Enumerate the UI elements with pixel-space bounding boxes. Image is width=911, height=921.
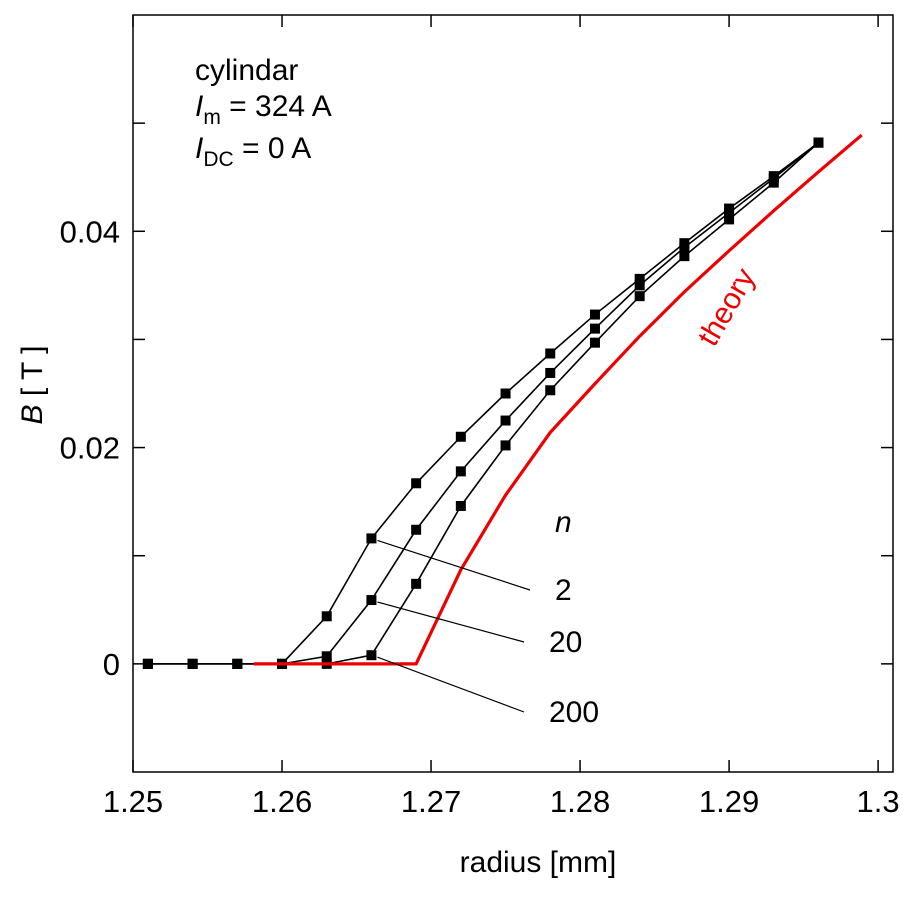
annotation-var: I [195, 132, 203, 165]
annotation: IDC = 0 A [195, 132, 311, 171]
x-tick-label: 1.3 [857, 784, 900, 819]
marker [411, 578, 422, 589]
series-line [147, 141, 819, 665]
y-tick-label: 0.04 [60, 214, 120, 249]
annotation-var: I [195, 90, 203, 123]
annotation: cylindar [195, 54, 298, 87]
x-tick-label: 1.25 [103, 784, 163, 819]
series-label: 200 [549, 696, 599, 729]
marker [366, 595, 377, 606]
marker [589, 337, 600, 348]
marker [366, 650, 377, 661]
annotation-sub: DC [203, 148, 233, 171]
y-axis-title: B [ T ] [16, 346, 49, 425]
marker [589, 309, 600, 320]
y-tick-label: 0 [103, 647, 120, 682]
marker [679, 251, 690, 262]
marker [768, 177, 779, 188]
marker [321, 651, 332, 662]
marker [232, 658, 243, 669]
x-tick-label: 1.26 [252, 784, 312, 819]
x-axis-title: radius [mm] [460, 846, 617, 879]
marker [500, 415, 511, 426]
marker [679, 242, 690, 253]
marker [634, 291, 645, 302]
y-axis-unit: [ T ] [16, 346, 49, 405]
series-header: n [555, 506, 572, 539]
marker [545, 367, 556, 378]
marker [411, 524, 422, 535]
series-line [253, 133, 863, 666]
series-label: 2 [555, 574, 572, 607]
marker [545, 385, 556, 396]
annotation: Im = 324 A [195, 90, 332, 129]
marker [455, 466, 466, 477]
y-axis-var: B [16, 404, 49, 424]
marker [187, 658, 198, 669]
series-label: 20 [549, 626, 582, 659]
marker [455, 431, 466, 442]
marker [500, 440, 511, 451]
plot-frame [132, 14, 894, 773]
y-tick-label: 0.02 [60, 431, 120, 466]
x-tick-label: 1.27 [401, 784, 461, 819]
marker [724, 214, 735, 225]
marker [500, 388, 511, 399]
marker [366, 533, 377, 544]
x-tick-label: 1.29 [699, 784, 759, 819]
marker [724, 207, 735, 218]
marker [321, 611, 332, 622]
marker [455, 500, 466, 511]
leader-line [377, 656, 525, 713]
marker [142, 658, 153, 669]
marker [634, 280, 645, 291]
marker [813, 137, 824, 148]
x-tick-label: 1.28 [550, 784, 610, 819]
marker [589, 323, 600, 334]
annotation-sub: m [203, 106, 221, 129]
marker [411, 478, 422, 489]
marker [545, 348, 556, 359]
annotation-rest: = 324 A [221, 90, 332, 123]
annotation-rest: = 0 A [234, 132, 312, 165]
marker [634, 273, 645, 284]
leader-line [377, 539, 531, 591]
leader-line [377, 601, 525, 643]
